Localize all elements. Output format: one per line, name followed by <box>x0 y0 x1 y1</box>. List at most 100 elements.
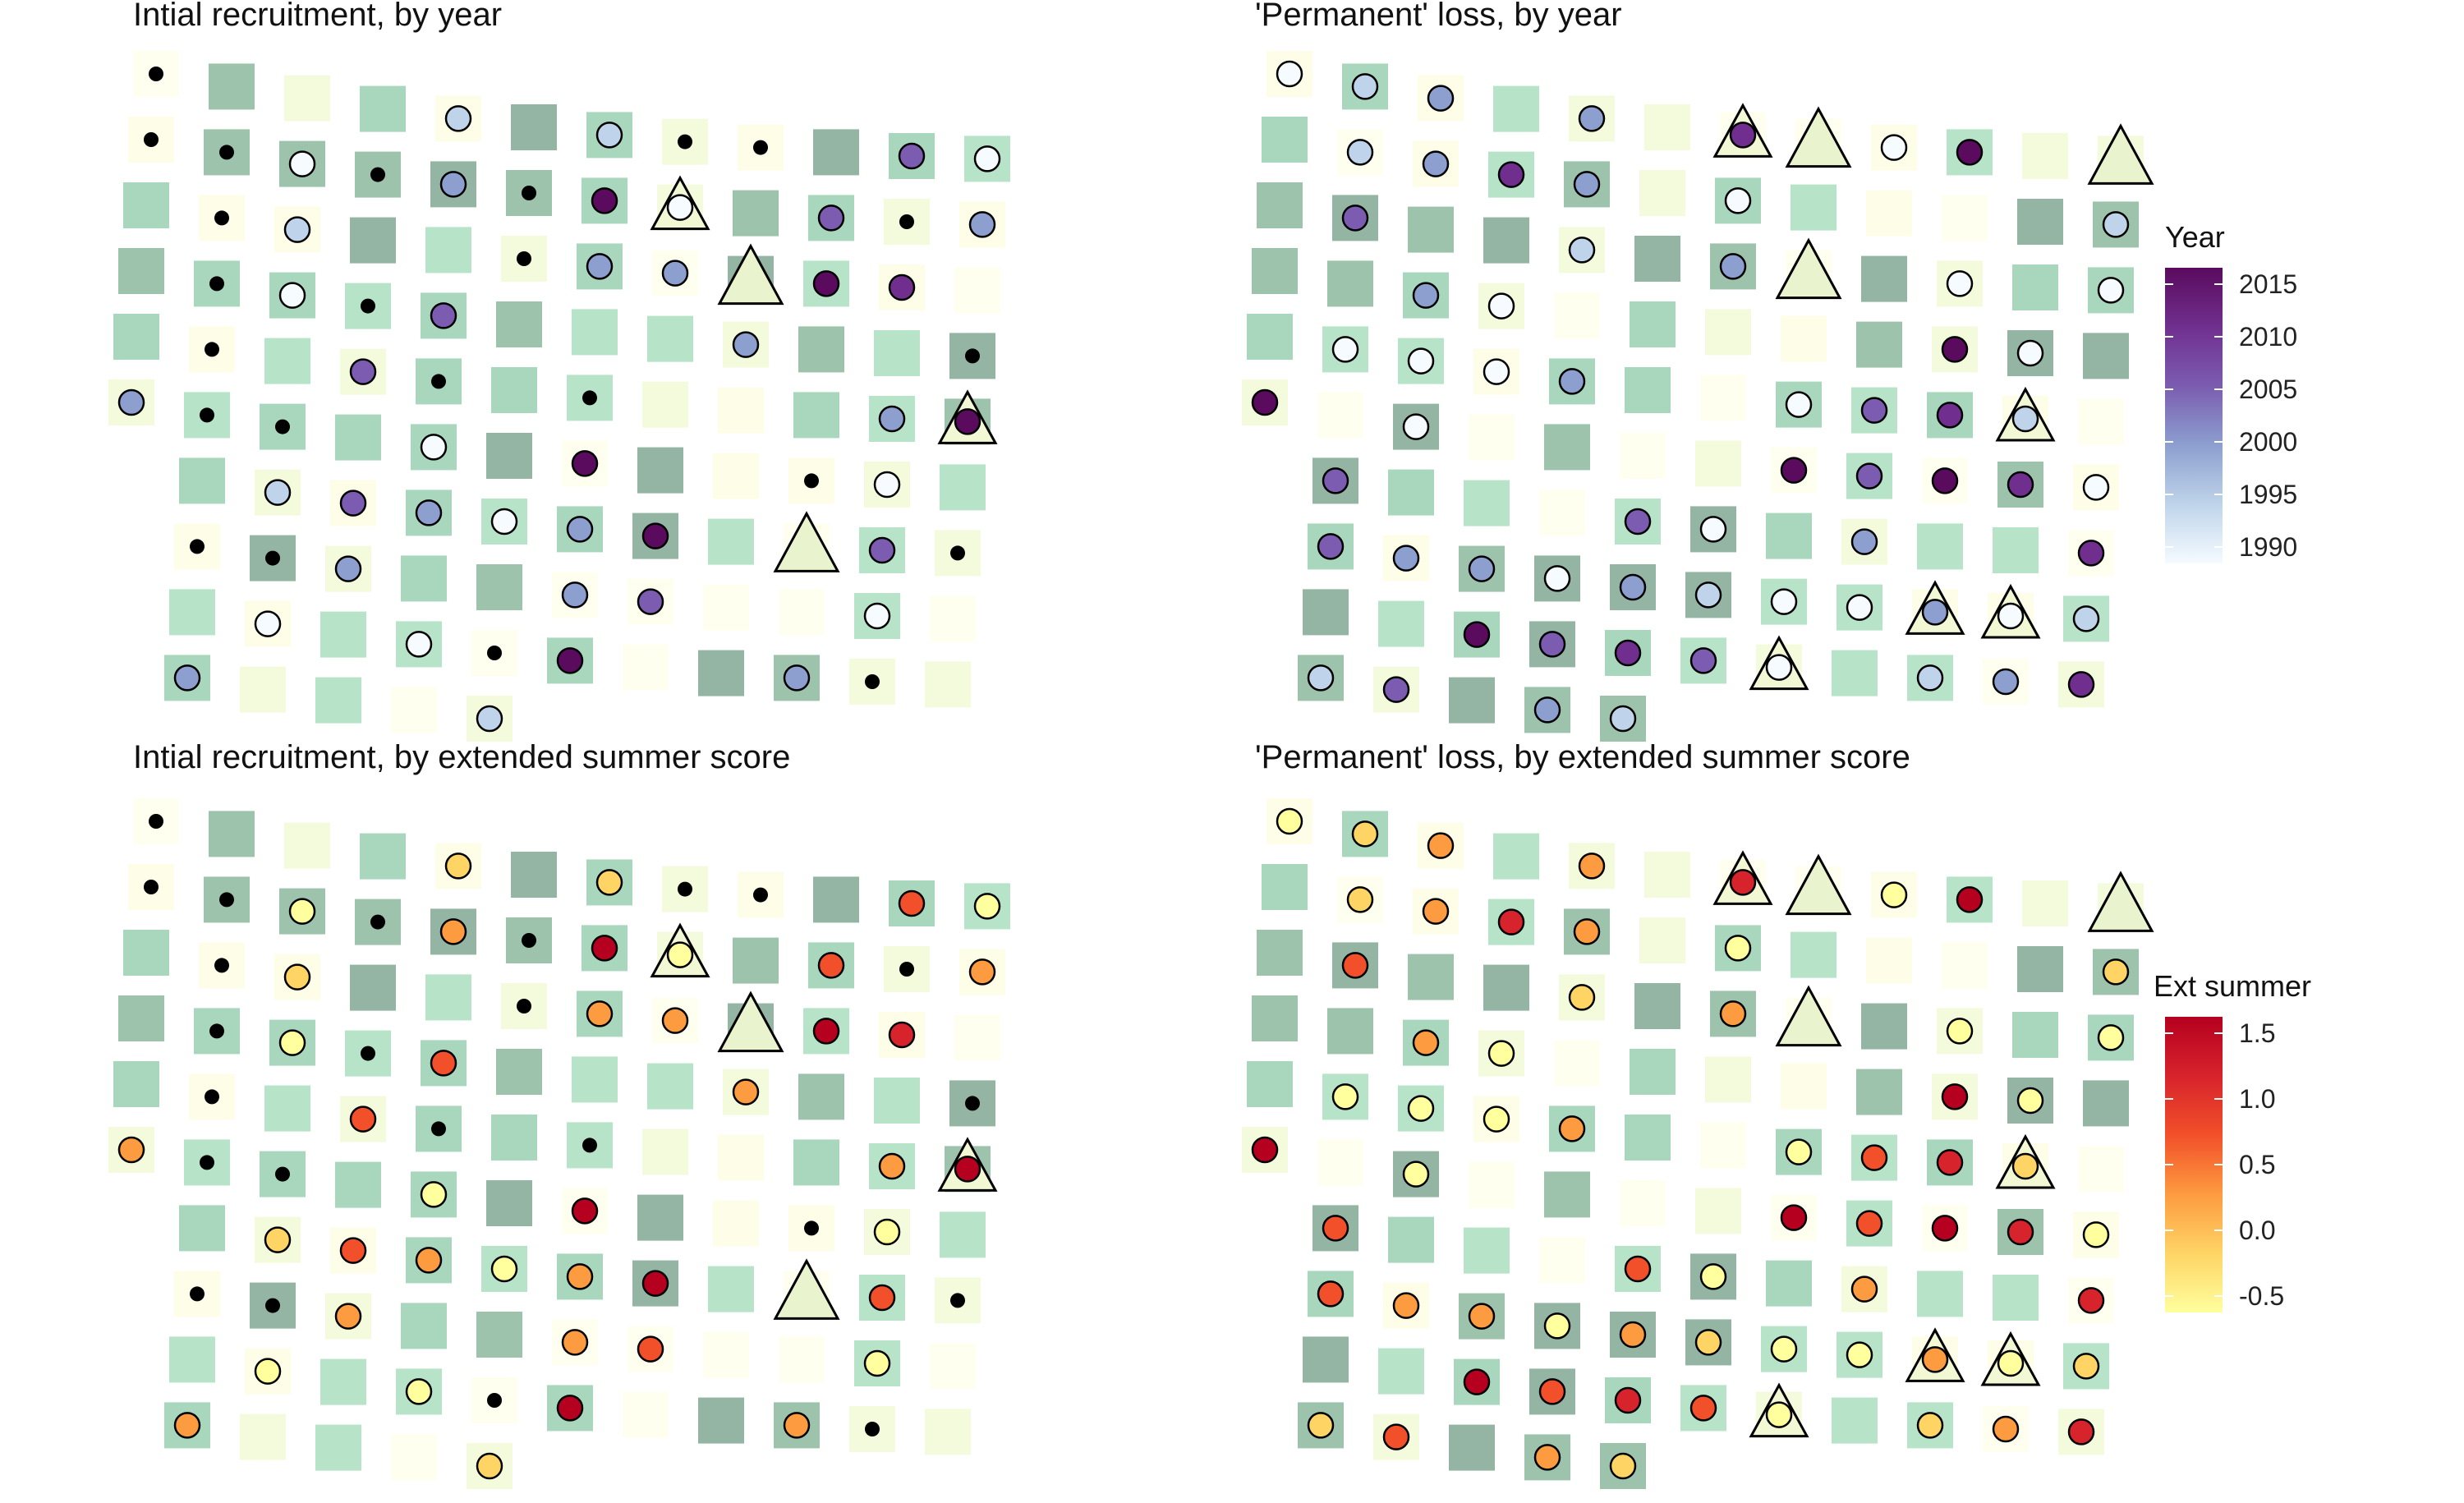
site-tile <box>1861 255 1907 302</box>
site-tile <box>350 217 396 264</box>
data-point <box>1382 676 1410 703</box>
data-point <box>1689 647 1717 674</box>
site-tile <box>320 1358 366 1405</box>
site-tile <box>240 666 286 713</box>
triangle-marker <box>717 991 784 1053</box>
data-point <box>1538 1378 1566 1405</box>
data-point <box>1855 462 1883 490</box>
site-tile <box>698 650 744 696</box>
unrecruited-point <box>219 145 234 160</box>
site-tile <box>1766 512 1812 559</box>
data-point <box>1931 467 1959 494</box>
site-tile <box>798 1073 844 1120</box>
triangle-marker <box>1785 106 1852 168</box>
data-point <box>339 490 367 517</box>
data-point <box>2082 474 2110 501</box>
legend-year-tick-label: 2015 <box>2239 269 2297 299</box>
site-tile <box>511 104 557 150</box>
data-point <box>1276 60 1303 88</box>
site-tile <box>284 822 330 869</box>
site-tile <box>813 129 859 176</box>
unrecruited-point <box>899 214 914 229</box>
legend-year-colorbar: 2015 2010 2005 2000 1995 1990 <box>2165 268 2297 563</box>
data-point <box>1997 602 2025 630</box>
site-tile <box>637 1194 683 1241</box>
site-tile <box>647 1063 693 1110</box>
data-point <box>1921 1346 1949 1373</box>
site-tile <box>511 852 557 898</box>
site-tile <box>1700 375 1746 421</box>
data-point <box>595 122 623 149</box>
site-tile <box>1493 85 1539 132</box>
data-point <box>1724 187 1752 214</box>
data-point <box>2082 1221 2110 1248</box>
data-point <box>420 1181 448 1208</box>
site-tile <box>718 387 764 434</box>
data-point <box>254 610 282 637</box>
data-point <box>1351 73 1379 100</box>
site-tile <box>1866 937 1912 984</box>
data-point <box>2016 1087 2044 1115</box>
data-point <box>1946 1018 1974 1045</box>
data-point <box>1946 270 1974 297</box>
data-point <box>430 1050 457 1077</box>
data-point <box>571 450 599 477</box>
unrecruited-point <box>487 1393 502 1408</box>
data-point <box>783 664 811 692</box>
data-point <box>288 898 316 925</box>
data-point <box>1533 1444 1561 1471</box>
site-tile <box>1766 1260 1812 1307</box>
unrecruited-point <box>582 1138 597 1153</box>
unrecruited-point <box>899 962 914 977</box>
legend-summer-colorbar: 1.5 1.0 0.5 0.0 -0.5 <box>2165 1017 2284 1312</box>
legend-summer-tick-label: 1.5 <box>2239 1018 2275 1048</box>
site-tile <box>940 464 986 511</box>
site-tile <box>486 1180 532 1226</box>
site-tile <box>169 589 215 636</box>
data-point <box>1614 1386 1642 1414</box>
data-point <box>349 1105 377 1133</box>
data-point <box>1331 1083 1359 1110</box>
data-point <box>476 1452 503 1480</box>
unrecruited-point <box>753 887 768 903</box>
data-point <box>1609 1452 1637 1480</box>
site-tile <box>391 1434 437 1481</box>
data-point <box>1846 594 1873 621</box>
site-tile <box>572 1056 618 1103</box>
data-point <box>1487 1040 1515 1067</box>
data-point <box>637 1335 664 1363</box>
data-point <box>1719 253 1747 280</box>
unrecruited-point <box>522 933 536 948</box>
unrecruited-point <box>370 914 385 930</box>
data-point <box>1487 292 1515 319</box>
data-point <box>1770 1335 1798 1363</box>
site-tile <box>350 964 396 1011</box>
site-tile <box>2017 199 2063 245</box>
data-point <box>1578 853 1606 880</box>
site-tile <box>925 661 971 708</box>
data-point <box>1568 984 1596 1011</box>
data-point <box>863 1349 891 1377</box>
data-point <box>2011 1152 2039 1180</box>
unrecruited-point <box>517 251 531 266</box>
data-point <box>2097 1024 2125 1051</box>
data-point <box>954 408 981 435</box>
site-tile <box>1705 1056 1751 1103</box>
site-tile <box>1483 964 1529 1011</box>
data-point <box>264 1226 292 1253</box>
data-point <box>1992 1415 2020 1443</box>
data-point <box>444 853 472 880</box>
data-point <box>873 471 901 499</box>
plot-bottom-left <box>108 798 1010 1489</box>
data-point <box>878 1152 906 1180</box>
site-tile <box>240 1413 286 1460</box>
site-tile <box>335 1161 381 1208</box>
unrecruited-point <box>200 1155 214 1170</box>
data-point <box>1543 565 1571 592</box>
data-point <box>490 508 518 535</box>
panel-title-top-left: Intial recruitment, by year <box>133 0 503 33</box>
site-tile <box>425 227 471 273</box>
data-point <box>444 105 472 132</box>
data-point <box>1351 820 1379 848</box>
unrecruited-point <box>265 1298 280 1313</box>
